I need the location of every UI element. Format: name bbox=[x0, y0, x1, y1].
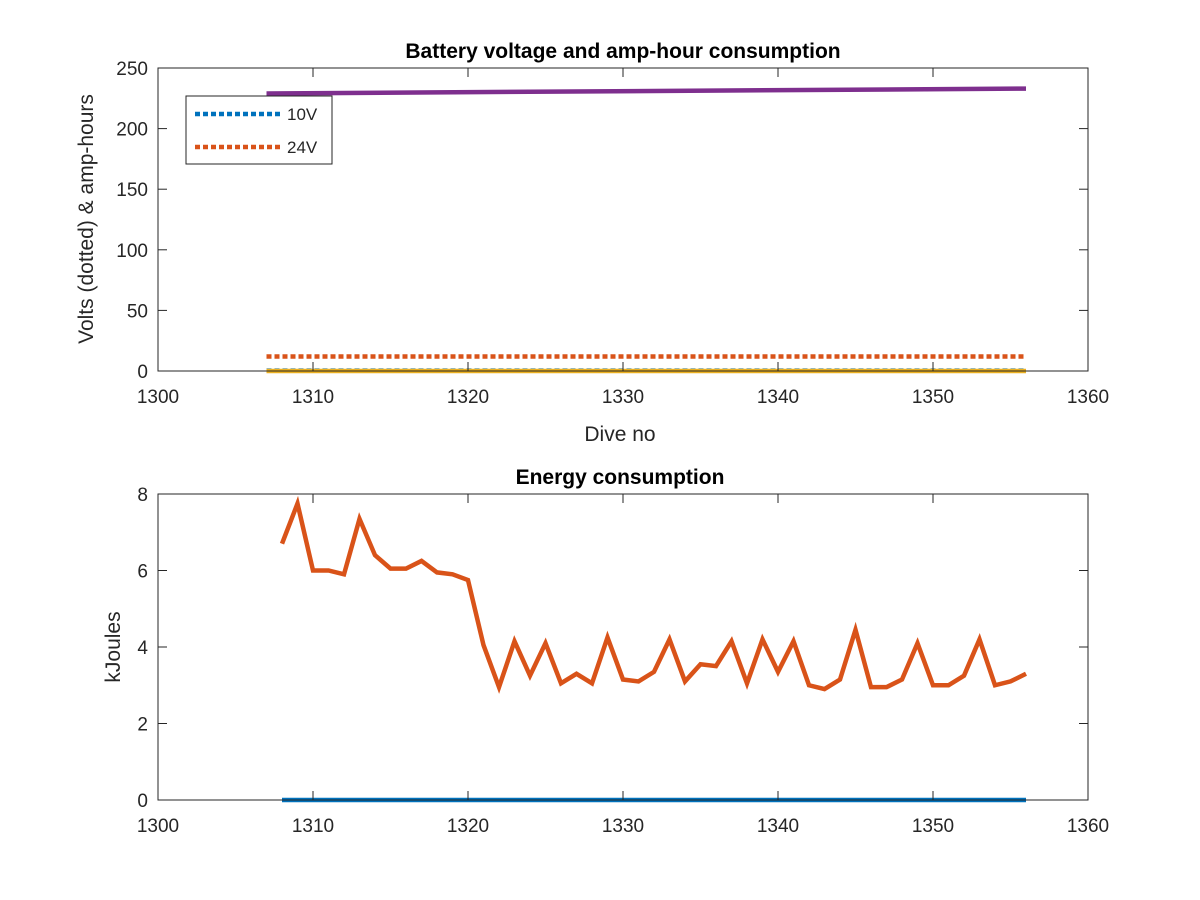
voltage-x-tick-label: 1360 bbox=[1067, 387, 1109, 408]
voltage-x-tick-label: 1320 bbox=[447, 387, 489, 408]
voltage-y-tick-label: 250 bbox=[116, 59, 148, 80]
energy-x-tick-label: 1330 bbox=[602, 816, 644, 837]
voltage-y-tick-label: 150 bbox=[116, 180, 148, 201]
voltage-x-tick-label: 1300 bbox=[137, 387, 179, 408]
voltage-y-tick-label: 100 bbox=[116, 241, 148, 262]
voltage-x-tick-label: 1330 bbox=[602, 387, 644, 408]
energy-x-tick-label: 1310 bbox=[292, 816, 334, 837]
voltage-y-axis-label: Volts (dotted) & amp-hours bbox=[75, 94, 98, 344]
energy-x-tick-label: 1350 bbox=[912, 816, 954, 837]
energy-y-axis-label: kJoules bbox=[102, 611, 125, 682]
voltage-axis-ticks: 1300 1310 1320 1330 1340 1350 1360 0 50 100 150 200… bbox=[116, 59, 1109, 408]
voltage-subplot: 1300 1310 1320 1330 1340 1350 1360 0 50 100 150 200… bbox=[75, 40, 1109, 446]
legend-label-10v: 10V bbox=[287, 105, 318, 124]
energy-y-tick-label: 8 bbox=[137, 485, 148, 506]
voltage-x-tick-label: 1340 bbox=[757, 387, 799, 408]
voltage-x-axis-label: Dive no bbox=[584, 423, 655, 446]
energy-chart-title: Energy consumption bbox=[516, 466, 725, 489]
voltage-x-tick-label: 1350 bbox=[912, 387, 954, 408]
energy-y-tick-label: 2 bbox=[137, 715, 148, 736]
energy-y-tick-label: 6 bbox=[137, 562, 148, 583]
voltage-amp-hours-line bbox=[266, 86, 1027, 96]
energy-y-tick-label: 0 bbox=[137, 791, 148, 812]
energy-x-tick-label: 1300 bbox=[137, 816, 179, 837]
voltage-y-tick-label: 50 bbox=[127, 301, 148, 322]
voltage-chart-title: Battery voltage and amp-hour consumption bbox=[405, 40, 840, 63]
voltage-y-tick-label: 0 bbox=[137, 362, 148, 383]
energy-axis-ticks: 1300 1310 1320 1330 1340 1350 1360 0 2 4 6 8 bbox=[137, 485, 1109, 837]
legend-label-24v: 24V bbox=[287, 138, 318, 157]
energy-x-tick-label: 1340 bbox=[757, 816, 799, 837]
legend: 10V 24V bbox=[185, 95, 333, 165]
legend-box bbox=[185, 95, 333, 165]
energy-y-tick-label: 4 bbox=[137, 638, 148, 659]
voltage-x-tick-label: 1310 bbox=[292, 387, 334, 408]
energy-subplot: 1300 1310 1320 1330 1340 1350 1360 0 2 4 6 8 Energy… bbox=[102, 466, 1109, 837]
voltage-y-tick-label: 200 bbox=[116, 120, 148, 141]
energy-x-tick-label: 1320 bbox=[447, 816, 489, 837]
energy-energy-line bbox=[279, 495, 1027, 694]
energy-x-tick-label: 1360 bbox=[1067, 816, 1109, 837]
